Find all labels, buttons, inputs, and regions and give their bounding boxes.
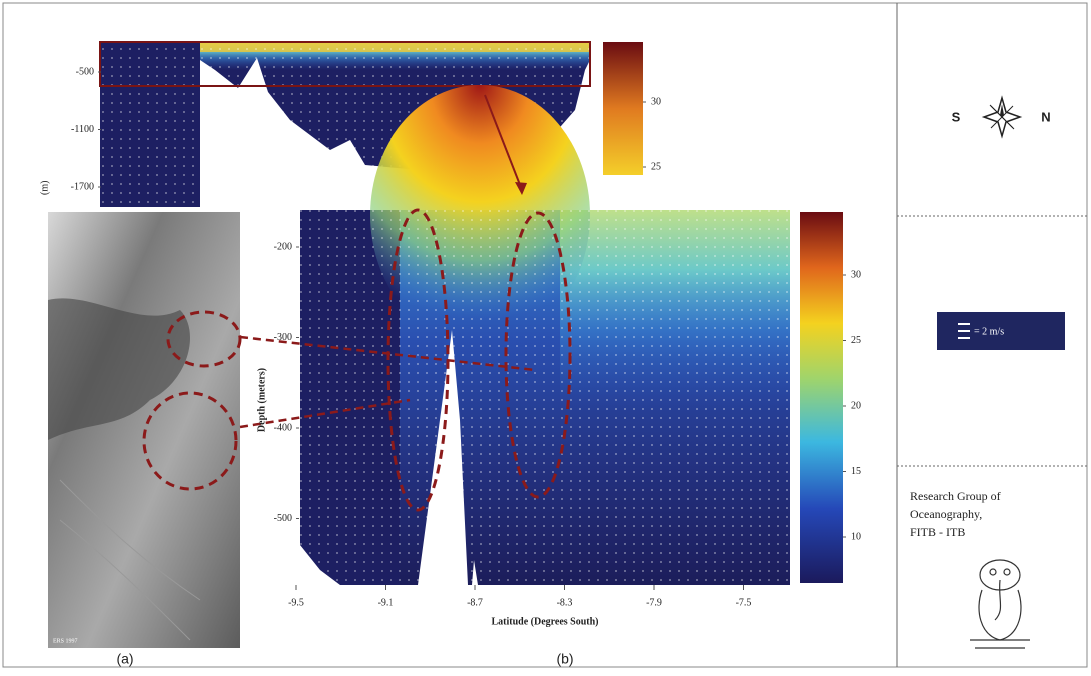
tick-label: 10 <box>851 531 861 542</box>
image-credit: ERS 1997 <box>53 638 78 644</box>
tick-label: 15 <box>851 466 861 477</box>
compass-south: S <box>952 109 961 124</box>
tick-label: -200 <box>274 241 292 252</box>
scale-arrows <box>958 323 970 339</box>
tick-label: 25 <box>851 335 861 346</box>
credit-line: Oceanography, <box>910 507 982 521</box>
credit-line: FITB - ITB <box>910 525 965 539</box>
tick-label: -400 <box>274 422 292 433</box>
logo <box>970 559 1030 649</box>
y-axis-label: (m) <box>39 181 50 195</box>
tick-label: -7.5 <box>736 597 752 608</box>
tick-label: -1700 <box>71 181 94 192</box>
tick-label: -500 <box>274 513 292 524</box>
y-axis-label: Depth (meters) <box>256 368 267 432</box>
compass <box>981 95 1023 139</box>
tick-label: 25 <box>651 161 661 172</box>
tick-label: -300 <box>274 332 292 343</box>
tick-label: -8.3 <box>557 597 573 608</box>
tick-label: 30 <box>851 269 861 280</box>
credit-line: Research Group of <box>910 489 1001 503</box>
tick-label: -500 <box>76 66 94 77</box>
caption: (a) <box>116 651 133 667</box>
caption: (b) <box>556 651 573 667</box>
x-axis-label: Latitude (Degrees South) <box>491 616 598 627</box>
main-section-panel <box>239 85 843 585</box>
tick-label: -7.9 <box>646 597 662 608</box>
tick-label: -9.5 <box>288 597 304 608</box>
satellite-image <box>48 212 242 648</box>
tick-label: 20 <box>851 400 861 411</box>
tick-label: -8.7 <box>467 597 483 608</box>
tick-label: -1100 <box>71 124 94 135</box>
tick-label: 30 <box>651 96 661 107</box>
tick-label: -9.1 <box>378 597 394 608</box>
compass-north: N <box>1041 109 1050 124</box>
scale-label: = 2 m/s <box>974 326 1004 337</box>
